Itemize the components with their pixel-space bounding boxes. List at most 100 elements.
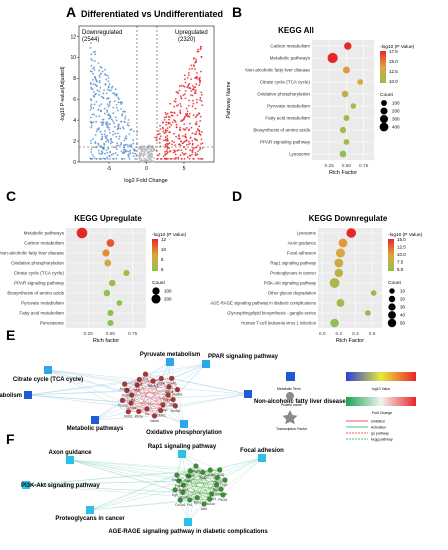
gene-label: Idh3a (135, 414, 143, 418)
volcano-points (89, 42, 204, 163)
volcano-point (191, 150, 194, 152)
volcano-point (138, 157, 141, 160)
volcano-point (164, 154, 167, 156)
category-label: Carbon metabolism (24, 241, 64, 246)
volcano-point (164, 138, 167, 141)
volcano-point (92, 79, 94, 81)
volcano-point (113, 122, 115, 125)
volcano-point (110, 118, 113, 121)
category-label: Carbon metabolism (270, 44, 310, 49)
gene-node (128, 400, 134, 406)
size-legend-tick: 400 (392, 125, 400, 130)
volcano-point (173, 112, 176, 114)
gene-node (176, 478, 182, 484)
volcano-point (179, 103, 182, 105)
kegg-all-title: KEGG All (278, 26, 314, 35)
panel-letter-c: C (6, 188, 16, 204)
volcano-point (182, 84, 185, 87)
volcano-plot: Differentiated vs Undifferentiated -5 0 5 0… (60, 9, 223, 184)
data-point (364, 310, 371, 316)
volcano-point (179, 95, 182, 98)
category-label: Biosynthesis of amino acids (253, 128, 310, 133)
volcano-point (98, 76, 101, 78)
color-legend-bar (388, 239, 394, 271)
volcano-point (166, 129, 169, 132)
x-axis-label: Rich factor (93, 338, 119, 344)
volcano-point (92, 83, 95, 85)
volcano-point (120, 120, 122, 123)
volcano-point (189, 122, 191, 125)
pathway-edge (69, 459, 211, 471)
legend-color-scale-2-label: Fold Change (372, 411, 392, 415)
volcano-point (102, 148, 105, 151)
volcano-point (121, 158, 124, 160)
gene-label: Cox4i1 (167, 381, 177, 385)
pathway-edge (203, 457, 263, 505)
volcano-point (200, 55, 203, 58)
volcano-point (171, 143, 174, 146)
volcano-point (98, 69, 101, 72)
volcano-point (159, 128, 162, 130)
pathway-edge (171, 363, 207, 379)
volcano-point (163, 132, 166, 135)
pathway-edge (94, 415, 155, 421)
size-legend-tick: 100 (392, 101, 400, 106)
volcano-point (129, 152, 132, 155)
volcano-point (89, 98, 92, 101)
volcano-point (116, 154, 119, 157)
volcano-point (163, 119, 166, 121)
volcano-point (159, 124, 161, 127)
network-e-legend: Metabolic Term Protein name Transcriptio… (276, 372, 416, 441)
gene-node (136, 408, 142, 415)
gene-node (187, 468, 193, 474)
gene-label: Egfr (172, 493, 179, 497)
volcano-point (115, 136, 118, 138)
volcano-point (97, 108, 100, 111)
volcano-point (201, 142, 204, 145)
pathway-edge (145, 363, 207, 375)
volcano-point (179, 129, 182, 132)
volcano-point (97, 127, 100, 130)
volcano-point (109, 158, 111, 160)
size-legend-dot (388, 303, 396, 311)
volcano-point (169, 102, 172, 105)
volcano-point (99, 158, 102, 160)
volcano-point (188, 158, 191, 160)
pathway-node (178, 450, 186, 458)
gene-label: Itgb1 (194, 501, 201, 505)
volcano-point (134, 152, 137, 155)
volcano-point (126, 150, 128, 153)
volcano-point (173, 132, 175, 135)
panel-letter-e: E (6, 327, 15, 343)
volcano-point (91, 153, 94, 156)
volcano-point (127, 155, 130, 158)
volcano-point (182, 94, 185, 97)
volcano-point (199, 76, 201, 79)
volcano-point (121, 113, 124, 116)
volcano-point (200, 91, 203, 94)
volcano-point (117, 109, 119, 112)
data-point (342, 66, 350, 74)
volcano-point (104, 68, 106, 71)
volcano-point (174, 150, 177, 153)
volcano-point (187, 140, 190, 143)
volcano-point (91, 113, 94, 116)
volcano-point (107, 139, 110, 142)
volcano-point (94, 141, 97, 143)
pathway-edge (138, 393, 249, 412)
volcano-point (192, 102, 195, 105)
pathway-edge (89, 499, 190, 511)
volcano-point (123, 144, 125, 147)
gene-label: Mapk1 (179, 488, 189, 492)
volcano-point (89, 70, 92, 73)
gene-edge (138, 411, 155, 417)
volcano-point (187, 143, 190, 146)
size-legend-tick: 10 (400, 289, 406, 294)
volcano-point (136, 131, 139, 134)
pathway-node (244, 390, 252, 398)
volcano-point (173, 158, 176, 160)
category-label: Axon guidance (288, 241, 317, 246)
volcano-point (108, 155, 111, 158)
volcano-point (188, 113, 191, 115)
volcano-point (89, 157, 92, 160)
